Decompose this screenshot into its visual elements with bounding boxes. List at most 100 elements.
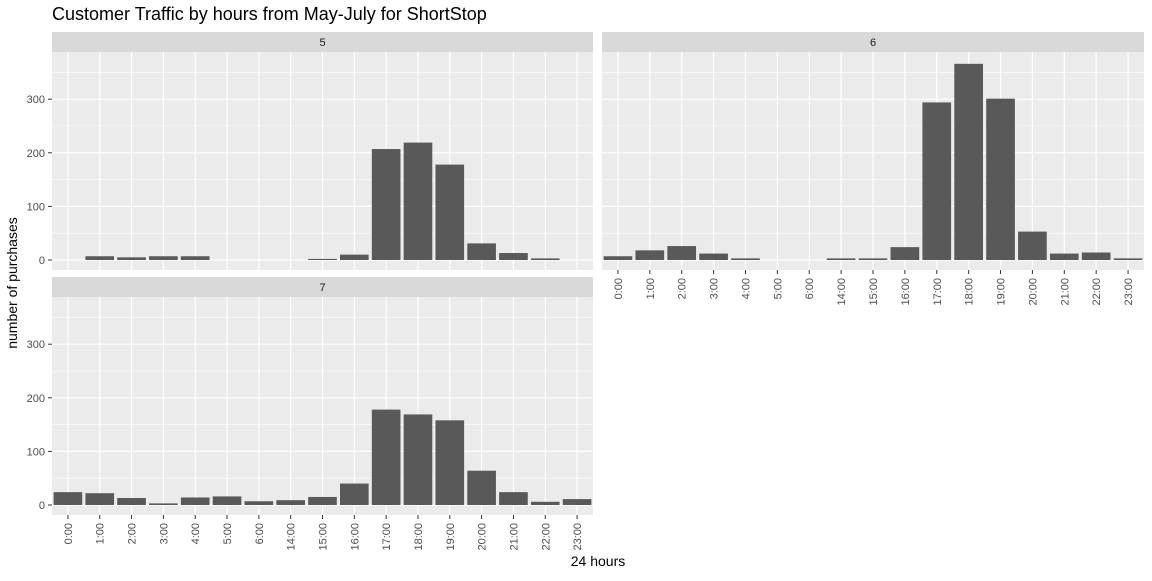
y-tick-label: 300 — [27, 339, 45, 351]
x-tick-label: 0:00 — [613, 278, 625, 299]
bar-6-18:00 — [954, 63, 983, 260]
x-tick-label: 23:00 — [1123, 278, 1135, 306]
facet-panel-6: 6 0:00 1:00 2:00 3:00 4:00 5:00 6:00 14:00 15:00 1… — [602, 32, 1144, 306]
y-tick-label: 300 — [27, 94, 45, 106]
facet-strip — [52, 32, 593, 52]
bar-5-22:00 — [530, 258, 560, 260]
bar-7-3:00 — [149, 503, 178, 505]
bar-6-14:00 — [826, 258, 856, 260]
bar-5-15:00 — [308, 258, 337, 260]
x-tick-label: 21:00 — [508, 523, 520, 551]
x-tick-label: 3:00 — [709, 278, 721, 299]
x-tick-label: 15:00 — [868, 278, 880, 306]
x-tick-label: 3:00 — [158, 523, 170, 544]
facet-strip — [52, 277, 593, 297]
x-tick-label: 2:00 — [677, 278, 689, 299]
x-tick-label: 19:00 — [996, 278, 1008, 306]
bar-5-3:00 — [149, 256, 178, 260]
x-tick-label: 18:00 — [413, 523, 425, 551]
facet-panel-7: 7 0 100 200 300 0:00 1:00 2:00 3:00 4:00 5:00 6:00 1… — [27, 277, 593, 551]
x-tick-label: 23:00 — [572, 523, 584, 551]
bar-7-20:00 — [467, 470, 496, 505]
bar-6-20:00 — [1018, 231, 1047, 260]
bar-6-15:00 — [858, 258, 888, 260]
chart-title: Customer Traffic by hours from May-July … — [52, 4, 487, 24]
x-tick-label: 17:00 — [381, 523, 393, 551]
bar-6-22:00 — [1081, 252, 1111, 260]
bar-5-21:00 — [499, 253, 528, 260]
x-tick-label: 16:00 — [900, 278, 912, 306]
bar-5-20:00 — [467, 243, 496, 260]
y-axis-label: number of purchases — [4, 217, 20, 349]
bar-6-4:00 — [731, 258, 760, 260]
bar-5-2:00 — [117, 257, 146, 260]
bar-6-17:00 — [922, 102, 952, 260]
y-tick-label: 100 — [27, 446, 45, 458]
bar-5-19:00 — [435, 164, 465, 260]
x-tick-label: 0:00 — [63, 523, 75, 544]
y-tick-label: 200 — [27, 148, 45, 160]
bar-5-16:00 — [340, 254, 369, 260]
bar-6-3:00 — [699, 253, 728, 260]
bar-7-6:00 — [244, 501, 274, 505]
facet-panel-5: 5 0 100 200 300 — [27, 32, 593, 270]
x-tick-label: 19:00 — [445, 523, 457, 551]
x-tick-label: 18:00 — [964, 278, 976, 306]
y-tick-label: 0 — [39, 500, 45, 512]
bar-6-0:00 — [603, 256, 633, 260]
bar-7-1:00 — [85, 493, 115, 505]
y-tick-label: 100 — [27, 201, 45, 213]
bar-6-1:00 — [635, 250, 665, 260]
x-tick-label: 1:00 — [645, 278, 657, 299]
bar-7-16:00 — [340, 483, 369, 505]
facet-strip-label: 7 — [319, 282, 325, 294]
facet-strip-label: 6 — [870, 37, 876, 49]
x-tick-label: 4:00 — [740, 278, 752, 299]
bar-7-14:00 — [276, 500, 305, 505]
x-tick-label: 21:00 — [1059, 278, 1071, 306]
bar-7-23:00 — [562, 499, 592, 505]
x-tick-label: 22:00 — [540, 523, 552, 551]
x-tick-label: 20:00 — [477, 523, 489, 551]
bar-7-0:00 — [53, 492, 83, 505]
x-tick-label: 20:00 — [1027, 278, 1039, 306]
x-tick-label: 6:00 — [254, 523, 266, 544]
y-tick-label: 0 — [39, 255, 45, 267]
x-tick-label: 5:00 — [772, 278, 784, 299]
x-tick-label: 4:00 — [190, 523, 202, 544]
facet-panels: 5 0 100 200 300 6 0:00 1:00 2:00 3:00 4:00 5:00 6:00… — [27, 32, 1144, 551]
x-tick-label: 22:00 — [1091, 278, 1103, 306]
x-tick-label: 16:00 — [349, 523, 361, 551]
bar-6-21:00 — [1049, 253, 1079, 260]
facet-strip-label: 5 — [319, 37, 325, 49]
bar-7-19:00 — [435, 420, 465, 505]
bar-7-15:00 — [308, 496, 337, 505]
bar-7-17:00 — [371, 409, 401, 505]
bar-5-1:00 — [85, 256, 115, 260]
bar-5-4:00 — [180, 256, 210, 260]
bar-6-16:00 — [890, 247, 920, 260]
x-tick-label: 14:00 — [286, 523, 298, 551]
x-tick-label: 1:00 — [95, 523, 107, 544]
bar-7-22:00 — [530, 501, 560, 505]
x-tick-label: 17:00 — [932, 278, 944, 306]
x-tick-label: 15:00 — [318, 523, 330, 551]
bar-7-21:00 — [499, 492, 528, 505]
x-tick-label: 14:00 — [836, 278, 848, 306]
x-tick-label: 5:00 — [222, 523, 234, 544]
bar-7-2:00 — [117, 498, 146, 505]
bar-6-2:00 — [667, 246, 697, 260]
bar-5-18:00 — [403, 142, 433, 260]
facet-strip — [602, 32, 1144, 52]
bar-7-5:00 — [212, 496, 242, 505]
x-axis-label: 24 hours — [571, 553, 625, 569]
bar-7-4:00 — [180, 497, 210, 505]
x-tick-label: 2:00 — [127, 523, 139, 544]
bar-5-17:00 — [371, 149, 401, 260]
y-tick-label: 200 — [27, 393, 45, 405]
x-tick-label: 6:00 — [804, 278, 816, 299]
bar-6-23:00 — [1113, 258, 1143, 260]
bar-7-18:00 — [403, 414, 433, 505]
